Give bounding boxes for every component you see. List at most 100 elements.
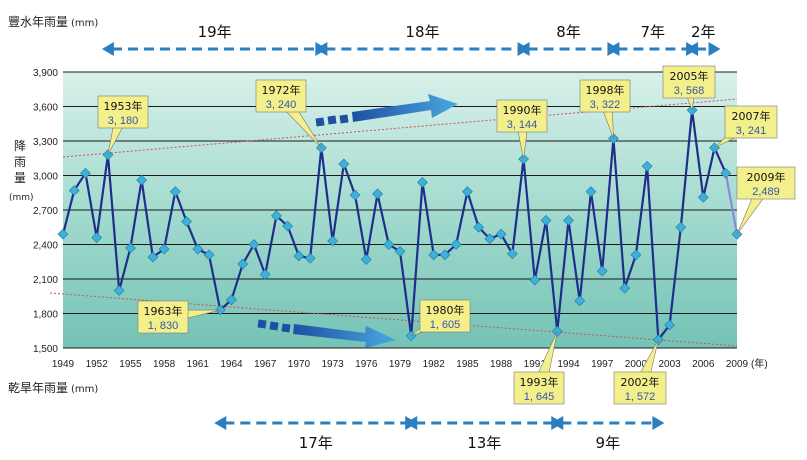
y-tick-label: 3,300 [33, 137, 58, 148]
callout-box [579, 79, 631, 113]
callouts: 1953年 3, 180 1972年 3, 240 1990年 3, 144 1998年 3,… [97, 65, 796, 405]
data-point [506, 248, 518, 260]
data-point [394, 246, 406, 257]
callout-1: 1972年 3, 240 [255, 79, 322, 149]
y-tick-label: 1,800 [33, 310, 58, 321]
x-tick-label: 1967 [254, 359, 277, 370]
callout-box [736, 166, 796, 200]
data-point [462, 186, 473, 197]
span-label: 13年 [467, 434, 501, 452]
callout-year: 2009年 [747, 170, 786, 184]
year-span-arrows: 19年 18年 8年 7年 2年 17年 13年 9年 [101, 23, 721, 452]
x-tick-label: 1958 [153, 359, 176, 370]
data-point [664, 319, 675, 331]
callout-box [724, 105, 778, 139]
data-point [158, 243, 170, 255]
data-point [439, 249, 451, 261]
callout-value: 3, 241 [736, 125, 767, 137]
span-arrow: 8年 [517, 23, 620, 56]
data-point [304, 252, 316, 264]
callout-8: 1980年 1, 605 [411, 299, 471, 337]
data-point [360, 254, 372, 265]
span-label: 8年 [556, 23, 581, 41]
data-point [383, 239, 395, 250]
svg-text:降雨量(mm): 降雨量(mm) [9, 139, 34, 203]
x-tick-label: 1985 [456, 359, 479, 370]
callout-0: 1953年 3, 180 [97, 95, 149, 155]
data-point [540, 214, 552, 226]
callout-value: 3, 568 [674, 85, 705, 97]
callout-10: 2002年 1, 572 [613, 339, 667, 405]
data-point [473, 221, 485, 233]
x-tick-label: 1994 [557, 359, 580, 370]
x-tick-label: 2003 [658, 359, 681, 370]
data-point [596, 265, 608, 277]
callout-4: 2005年 3, 568 [662, 65, 716, 111]
span-arrow: 13年 [405, 416, 564, 452]
callout-value: 1, 605 [430, 319, 461, 331]
grid [63, 71, 737, 349]
y-tick-label: 3,000 [33, 172, 58, 183]
callout-value: 3, 240 [266, 99, 297, 111]
data-point [293, 250, 305, 262]
callout-value: 3, 322 [590, 99, 621, 111]
data-point [203, 249, 215, 261]
callout-year: 1990年 [503, 103, 542, 117]
y-tick-label: 3,600 [33, 103, 58, 114]
x-tick-label: 1997 [591, 359, 614, 370]
data-point [697, 191, 709, 203]
x-tick-label: 1982 [423, 359, 446, 370]
y-tick-label: 2,700 [33, 206, 58, 217]
data-point [125, 242, 136, 254]
span-arrow: 18年 [315, 23, 530, 56]
wet-year-title: 豐水年雨量 (mm) [8, 15, 98, 29]
callout-year: 2002年 [621, 375, 660, 389]
callout-2: 1990年 3, 144 [496, 99, 548, 159]
x-tick-label: 1952 [86, 359, 109, 370]
data-point [226, 294, 237, 306]
data-point [338, 158, 350, 170]
data-point [259, 269, 271, 280]
x-tick-label: 1949 [52, 359, 75, 370]
callout-year: 1963年 [144, 304, 183, 318]
callout-6: 2009年 2,489 [736, 166, 796, 235]
lower-trend-line [49, 292, 738, 347]
span-label: 19年 [198, 23, 232, 41]
callout-year: 1972年 [262, 83, 301, 97]
data-point [237, 258, 249, 270]
data-point [428, 249, 440, 261]
x-tick-label: 1970 [288, 359, 311, 370]
x-ticks: 1949 1952 1955 1958 1961 1964 1967 1970 1973 1976… [52, 359, 749, 370]
data-point [248, 239, 260, 250]
span-label: 17年 [299, 434, 333, 452]
data-point [271, 210, 282, 222]
data-point [327, 235, 338, 247]
callout-9: 1993年 1, 645 [513, 331, 565, 405]
callout-year: 1953年 [104, 99, 143, 113]
callout-5: 2007年 3, 241 [714, 105, 778, 149]
callout-value: 3, 144 [507, 119, 538, 131]
series-line [61, 109, 727, 341]
y-tick-label: 2,100 [33, 275, 58, 286]
span-arrow: 2年 [686, 23, 721, 56]
upward-trend-arrow [315, 94, 458, 127]
data-point [68, 185, 80, 196]
callout-value: 1, 830 [148, 320, 179, 332]
data-point [630, 249, 642, 261]
data-point [417, 177, 428, 188]
callout-box [255, 79, 307, 113]
data-point [192, 243, 204, 255]
x-tick-label: 2000 [625, 359, 648, 370]
data-point [91, 232, 103, 243]
data-point [450, 239, 462, 250]
callout-3: 1998年 3, 322 [579, 79, 631, 139]
callout-year: 2005年 [670, 69, 709, 83]
span-label: 18年 [405, 23, 439, 41]
data-point [529, 274, 541, 286]
callout-box [97, 95, 149, 129]
downward-trend-arrow [257, 319, 396, 348]
dry-year-title: 乾旱年雨量 (mm) [8, 381, 98, 395]
x-tick-label: 1976 [355, 359, 378, 370]
data-point [57, 228, 69, 240]
data-point [495, 228, 507, 240]
